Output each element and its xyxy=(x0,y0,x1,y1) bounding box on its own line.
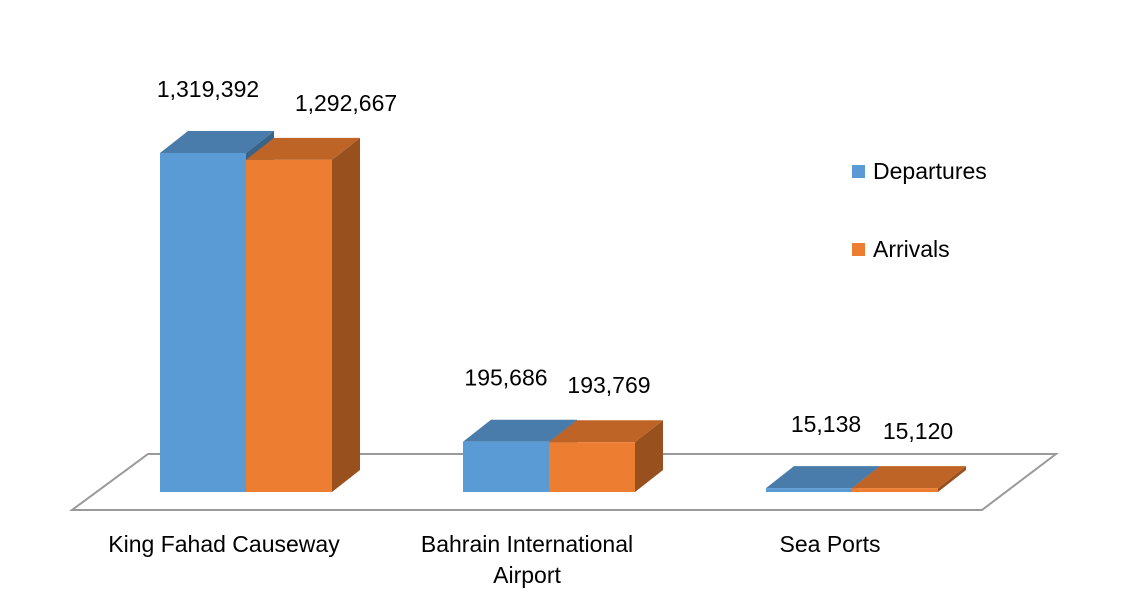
bar-arrivals-2 xyxy=(549,420,663,492)
bar-top-face xyxy=(463,419,577,442)
data-label-departures-2: 195,686 xyxy=(464,365,547,391)
bar-arrivals-1 xyxy=(246,137,360,492)
category-label-line: Sea Ports xyxy=(779,531,881,557)
bar-side-face xyxy=(938,466,966,492)
data-label-arrivals-1: 1,292,667 xyxy=(295,90,397,116)
bars-layer xyxy=(160,131,966,492)
data-labels-layer: 1,319,392 1,292,667 195,686 193,769 15,138 15… xyxy=(157,76,953,444)
category-label-line: King Fahad Causeway xyxy=(108,531,340,557)
legend-item-departures: Departures xyxy=(852,158,987,185)
bar-front-face xyxy=(549,442,635,492)
bar-top-face xyxy=(549,420,663,443)
bar-top-face xyxy=(246,137,360,160)
category-label-king-fahad-causeway: King Fahad Causeway xyxy=(74,529,374,560)
bar-top-face xyxy=(852,466,966,489)
data-label-departures-1: 1,319,392 xyxy=(157,76,259,102)
bar-top-face xyxy=(160,131,274,153)
bar-front-face xyxy=(246,159,332,492)
category-label-bahrain-international-airport: Bahrain International Airport xyxy=(377,529,677,591)
bar-top-face xyxy=(766,466,880,489)
category-label-line: Airport xyxy=(493,562,561,588)
bar-front-face xyxy=(160,153,246,492)
data-label-arrivals-2: 193,769 xyxy=(567,372,650,398)
legend-label-departures: Departures xyxy=(873,158,987,184)
legend-swatch-departures xyxy=(852,165,865,178)
data-label-departures-3: 15,138 xyxy=(791,411,861,437)
data-label-arrivals-3: 15,120 xyxy=(883,418,953,444)
bar-side-face xyxy=(332,137,360,492)
legend-swatch-arrivals xyxy=(852,243,865,256)
bar-front-face xyxy=(766,488,852,492)
bar-arrivals-3 xyxy=(852,466,966,492)
legend-label-arrivals: Arrivals xyxy=(873,236,950,262)
legend-item-arrivals: Arrivals xyxy=(852,236,950,263)
bar-front-face xyxy=(463,441,549,492)
category-label-line: Bahrain International xyxy=(420,531,634,557)
bar-front-face xyxy=(852,488,938,492)
category-label-sea-ports: Sea Ports xyxy=(680,529,980,560)
bar-side-face xyxy=(635,420,663,492)
